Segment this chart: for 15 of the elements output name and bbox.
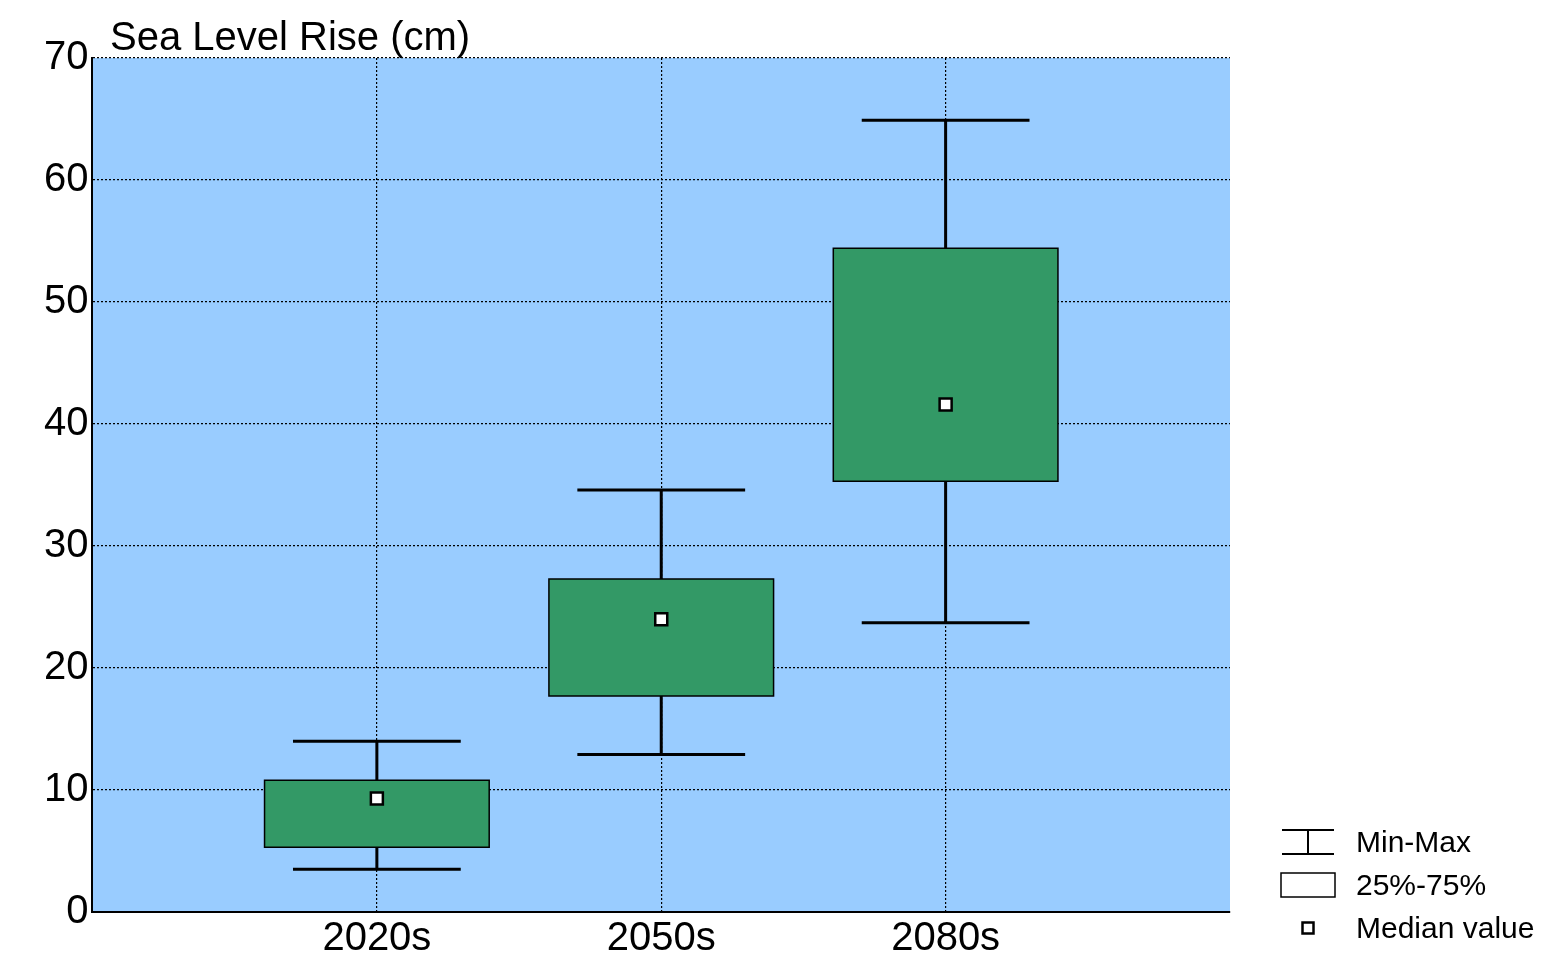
x-tick-label: 2050s [606, 914, 716, 959]
x-tick-label: 2080s [891, 914, 1001, 959]
y-tick-label: 20 [43, 643, 89, 688]
y-tick-label: 60 [43, 155, 89, 200]
text: Median value [1356, 910, 1535, 945]
y-tick-label: 10 [43, 765, 89, 810]
y-tick-label: 30 [43, 521, 89, 566]
x-tick-label: 2020s [322, 914, 432, 959]
text: Min-Max [1356, 824, 1472, 859]
y-tick-label: 50 [43, 277, 89, 322]
y-tick-label: 40 [43, 399, 89, 444]
y-tick-label: 70 [43, 33, 89, 78]
text: 25%-75% [1356, 867, 1487, 902]
y-axis-title: Sea Level Rise (cm) [110, 13, 471, 60]
y-tick-label: 0 [66, 887, 89, 932]
